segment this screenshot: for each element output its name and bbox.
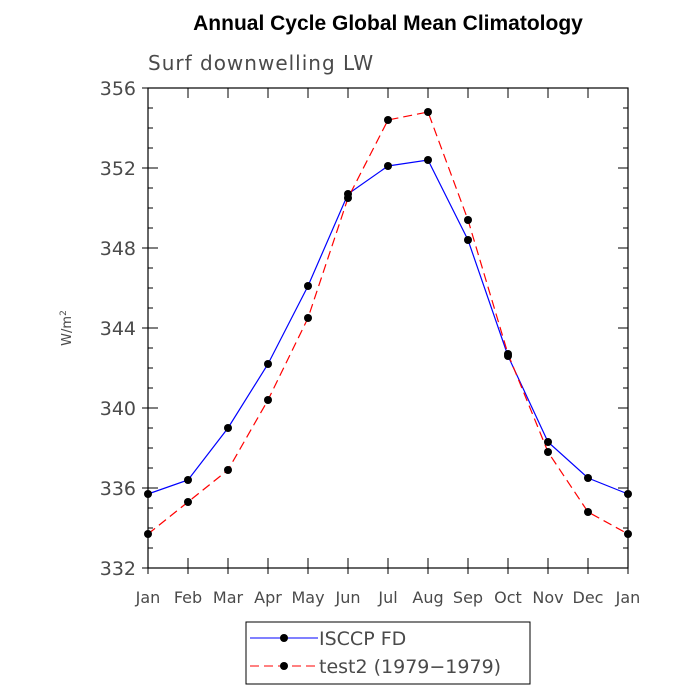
x-tick-label: Aug (412, 588, 443, 607)
y-tick-labels: 332 336 340 344 348 352 356 (100, 78, 136, 580)
series-1-point (544, 448, 552, 456)
x-tick-label: Oct (494, 588, 522, 607)
series-0-point (184, 476, 192, 484)
legend-box (245, 621, 531, 685)
x-tick-label: Sep (453, 588, 483, 607)
y-axis-label: W/m2 (59, 310, 75, 346)
series-0-point (224, 424, 232, 432)
x-tick-label: Jan (615, 588, 641, 607)
y-tick-label: 356 (100, 78, 136, 100)
series-1-point (424, 108, 432, 116)
series-1-point (264, 396, 272, 404)
plot-frame (147, 87, 629, 569)
y-tick-label: 336 (100, 478, 136, 500)
chart-subtitle: Surf downwelling LW (148, 51, 374, 75)
series-0-point (144, 490, 152, 498)
series-line-0 (147, 159, 629, 495)
series-1-point (144, 530, 152, 538)
x-tick-label: Jul (377, 588, 397, 607)
series-1-point (224, 466, 232, 474)
series-0-point (264, 360, 272, 368)
axis-ticks (142, 87, 629, 574)
y-tick-label: 344 (100, 318, 136, 340)
series-0-point (584, 474, 592, 482)
legend-marker-isccp-fd (280, 634, 288, 642)
series-1-point (304, 314, 312, 322)
series-lines (147, 111, 629, 535)
series-1-point (384, 116, 392, 124)
series-line-1 (147, 111, 629, 535)
x-tick-label: Apr (254, 588, 282, 607)
legend-label-test2: test2 (1979−1979) (319, 656, 501, 678)
x-tick-label: Mar (213, 588, 244, 607)
x-tick-label: Jun (335, 588, 361, 607)
x-tick-label: Jan (135, 588, 161, 607)
series-1-point (584, 508, 592, 516)
series-1-point (184, 498, 192, 506)
series-0-point (464, 236, 472, 244)
series-1-point (504, 350, 512, 358)
y-axis-label-superscript: 2 (59, 310, 69, 316)
x-tick-label: May (291, 588, 324, 607)
legend-marker-test2 (280, 662, 288, 670)
y-tick-label: 352 (100, 158, 136, 180)
x-tick-label: Dec (573, 588, 604, 607)
series-1-point (344, 194, 352, 202)
y-tick-label: 348 (100, 238, 136, 260)
x-tick-label: Feb (174, 588, 202, 607)
series-0-point (424, 156, 432, 164)
series-0-point (544, 438, 552, 446)
series-0-point (304, 282, 312, 290)
series-points (144, 108, 632, 538)
y-tick-label: 340 (100, 398, 136, 420)
series-0-point (624, 490, 632, 498)
legend: ISCCP FD test2 (1979−1979) (245, 621, 531, 685)
y-tick-label: 332 (100, 558, 136, 580)
x-tick-labels: Jan Feb Mar Apr May Jun Jul Aug Sep Oct Nov Dec Jan (135, 588, 641, 607)
series-1-point (464, 216, 472, 224)
legend-label-isccp-fd: ISCCP FD (319, 628, 406, 650)
y-axis-label-base: W/m (60, 316, 75, 346)
series-0-point (384, 162, 392, 170)
chart-title: Annual Cycle Global Mean Climatology (193, 12, 583, 35)
series-1-point (624, 530, 632, 538)
x-tick-label: Nov (532, 588, 563, 607)
